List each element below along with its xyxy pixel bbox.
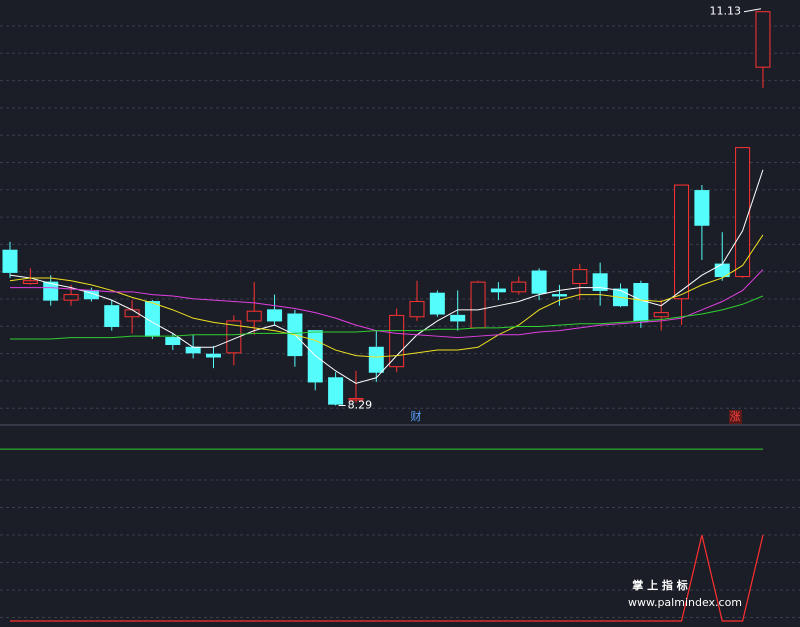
candle-body — [674, 184, 690, 300]
candle-body — [307, 330, 323, 383]
candle-body — [470, 281, 486, 329]
moving-average-line — [10, 295, 764, 340]
min-label: 8.29 — [348, 399, 373, 412]
max-arrow — [743, 8, 762, 13]
candle-body — [389, 314, 405, 368]
candle-body — [429, 292, 445, 315]
candle-body — [368, 346, 384, 373]
candle-body — [490, 288, 506, 293]
candle-body — [246, 310, 262, 322]
watermark-url: www.palmindex.com — [628, 596, 742, 609]
moving-average-line — [9, 169, 764, 384]
candle-body — [409, 301, 425, 318]
max-label: 11.13 — [710, 5, 742, 18]
candle-body — [22, 280, 38, 284]
candle-body — [63, 294, 79, 301]
candle-body — [531, 270, 547, 294]
candle-body — [450, 314, 466, 322]
watermark-title: 掌 上 指 标 — [632, 578, 688, 592]
rise-marker-box — [729, 410, 742, 424]
candle-body — [572, 269, 588, 284]
candle-body — [755, 11, 771, 68]
candle-body — [511, 281, 527, 293]
candle-body — [653, 312, 669, 318]
candle-body — [165, 337, 181, 346]
moving-average-line — [10, 269, 764, 339]
indicator-line — [10, 534, 764, 622]
rise-marker: 涨 — [730, 410, 741, 423]
candle-body — [633, 282, 649, 322]
candle-body — [206, 353, 221, 358]
candle-body — [43, 281, 59, 301]
moving-average-line — [9, 234, 764, 358]
candle-body — [267, 309, 283, 322]
candle-body — [694, 190, 710, 226]
grid — [0, 25, 800, 618]
candle-body — [551, 294, 567, 297]
candle-body — [348, 398, 364, 401]
candle-body — [185, 346, 201, 354]
candle-body — [104, 305, 120, 327]
candle-body — [328, 377, 344, 405]
candle-body — [592, 273, 608, 291]
candle-body — [735, 147, 751, 278]
finance-marker: 财 — [411, 409, 422, 423]
candle-body — [2, 249, 18, 273]
candle-body — [226, 320, 242, 354]
